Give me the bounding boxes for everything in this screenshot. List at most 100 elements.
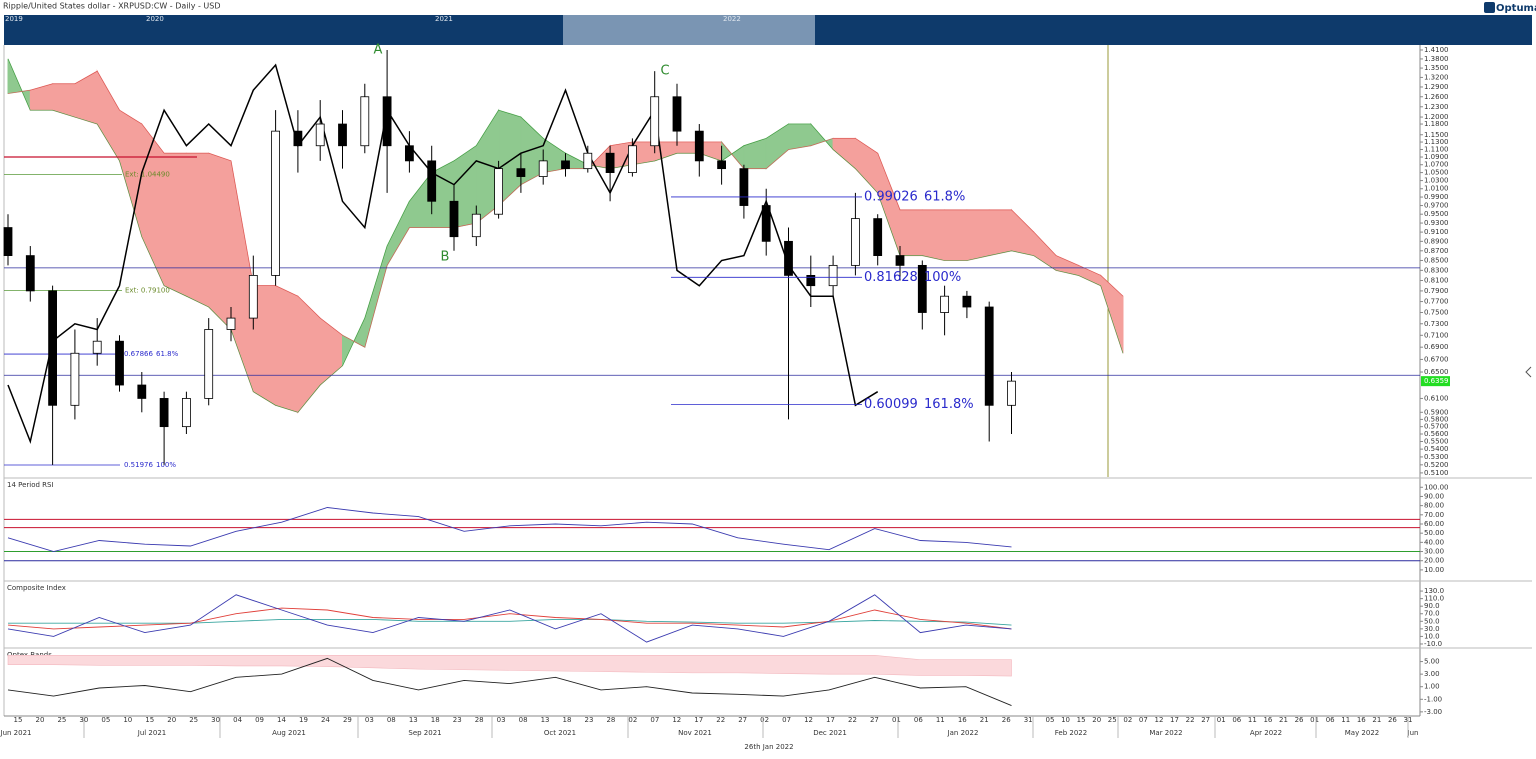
cloud <box>944 209 968 261</box>
x-tick-label: 15 <box>14 716 23 724</box>
y-tick-label: 1.0300 <box>1424 177 1449 185</box>
candle-body <box>137 384 147 399</box>
x-month-label: Jun 2021 <box>0 729 31 737</box>
cloud <box>921 209 946 262</box>
candle-body <box>873 218 883 256</box>
candle-body <box>226 317 236 330</box>
x-tick-label: 27 <box>870 716 879 724</box>
x-tick-label: 07 <box>650 716 659 724</box>
y-tick-label: 0.5300 <box>1424 453 1449 461</box>
y-tick-label: 90.00 <box>1424 492 1444 500</box>
candle-body <box>48 290 57 406</box>
y-tick-label: 0.5600 <box>1424 430 1449 438</box>
x-tick-label: 24 <box>321 716 330 724</box>
x-tick-label: 02 <box>1123 716 1132 724</box>
y-tick-label: 1.1500 <box>1424 131 1449 139</box>
candle-body <box>828 264 838 287</box>
x-month-label: May 2022 <box>1345 729 1380 737</box>
x-month-label: Apr 2022 <box>1250 729 1282 737</box>
candle-body <box>650 96 660 147</box>
panel-title: 14 Period RSI <box>7 481 54 489</box>
y-tick-label: 70.0 <box>1424 610 1440 618</box>
x-month-label: Mar 2022 <box>1149 729 1182 737</box>
y-tick-label: 80.00 <box>1424 502 1444 510</box>
x-tick-label: 20 <box>35 716 44 724</box>
y-tick-label: 0.5700 <box>1424 423 1449 431</box>
extension-label: Ext: 0.79100 <box>125 286 170 294</box>
overview-window[interactable] <box>563 15 815 45</box>
y-tick-label: 110.0 <box>1424 595 1444 603</box>
y-tick-label: 1.00 <box>1424 683 1440 691</box>
x-tick-label: 03 <box>497 716 506 724</box>
wave-label: B <box>441 250 450 265</box>
cloud <box>899 209 923 257</box>
extension-label: Ext: 1.04490 <box>125 171 170 179</box>
x-tick-label: 29 <box>343 716 352 724</box>
x-tick-label: 16 <box>958 716 967 724</box>
candle-body <box>895 255 905 266</box>
cloud <box>966 209 990 262</box>
y-tick-label: 0.5100 <box>1424 469 1449 477</box>
candle-body <box>538 160 548 177</box>
x-month-label: Jan 2022 <box>947 729 979 737</box>
x-month-label: Feb 2022 <box>1055 729 1087 737</box>
y-tick-label: 0.8300 <box>1424 266 1449 274</box>
cloud-span-a <box>7 58 1124 413</box>
x-tick-label: 11 <box>1248 716 1257 724</box>
y-tick-label: 1.0100 <box>1424 185 1449 193</box>
x-tick-label: 05 <box>1046 716 1055 724</box>
candle-body <box>917 264 927 313</box>
x-tick-label: 08 <box>387 716 396 724</box>
x-tick-label: 10 <box>123 716 132 724</box>
y-tick-label: 0.7500 <box>1424 309 1449 317</box>
y-tick-label: 0.9500 <box>1424 210 1449 218</box>
wave-label: C <box>660 64 669 79</box>
last-price-box <box>1421 376 1450 387</box>
y-tick-label: 1.0500 <box>1424 169 1449 177</box>
fib-price: 0.81628 <box>864 270 918 285</box>
x-tick-label: 07 <box>782 716 791 724</box>
x-tick-label: 21 <box>1279 716 1288 724</box>
candle-body <box>717 160 726 170</box>
y-tick-label: 0.7300 <box>1424 320 1449 328</box>
x-month-label: Aug 2021 <box>272 729 306 737</box>
candle-body <box>628 145 637 173</box>
fib-ratio: 61.8% <box>924 189 965 204</box>
candle-body <box>92 340 102 354</box>
x-tick-label: 10 <box>1061 716 1070 724</box>
x-tick-label: 06 <box>1326 716 1335 724</box>
x-tick-label: 02 <box>760 716 769 724</box>
candle-body <box>739 168 749 206</box>
candle-body <box>672 96 682 132</box>
x-tick-label: 23 <box>453 716 462 724</box>
collapse-arrow[interactable] <box>1525 366 1532 378</box>
x-tick-label: 13 <box>409 716 418 724</box>
y-tick-label: 0.7900 <box>1424 287 1449 295</box>
x-tick-label: 23 <box>584 716 593 724</box>
x-tick-label: 28 <box>606 716 615 724</box>
logo[interactable]: Optuma <box>1484 2 1536 14</box>
candle-body <box>70 352 80 406</box>
y-tick-label: 0.8100 <box>1424 277 1449 285</box>
candle-body <box>962 295 972 308</box>
y-tick-label: 0.9300 <box>1424 219 1449 227</box>
cloud <box>988 209 1012 257</box>
x-tick-label: 17 <box>826 716 835 724</box>
y-tick-label: 0.9100 <box>1424 228 1449 236</box>
y-tick-label: 3.00 <box>1424 670 1440 678</box>
x-month-label: Jun <box>1407 729 1419 737</box>
candle-body <box>404 145 414 162</box>
candle-body <box>605 152 615 173</box>
y-tick-label: 0.8500 <box>1424 256 1449 264</box>
y-tick-label: 40.00 <box>1424 538 1444 546</box>
x-tick-label: 26 <box>1388 716 1397 724</box>
y-tick-label: 1.1800 <box>1424 120 1449 128</box>
candle-body <box>761 205 771 242</box>
y-tick-label: 0.6100 <box>1424 394 1449 402</box>
candle-body <box>159 398 169 428</box>
x-tick-label: 26 <box>1295 716 1304 724</box>
x-month-label: Nov 2021 <box>678 729 712 737</box>
candle-body <box>382 96 392 147</box>
candle-body <box>3 227 13 256</box>
